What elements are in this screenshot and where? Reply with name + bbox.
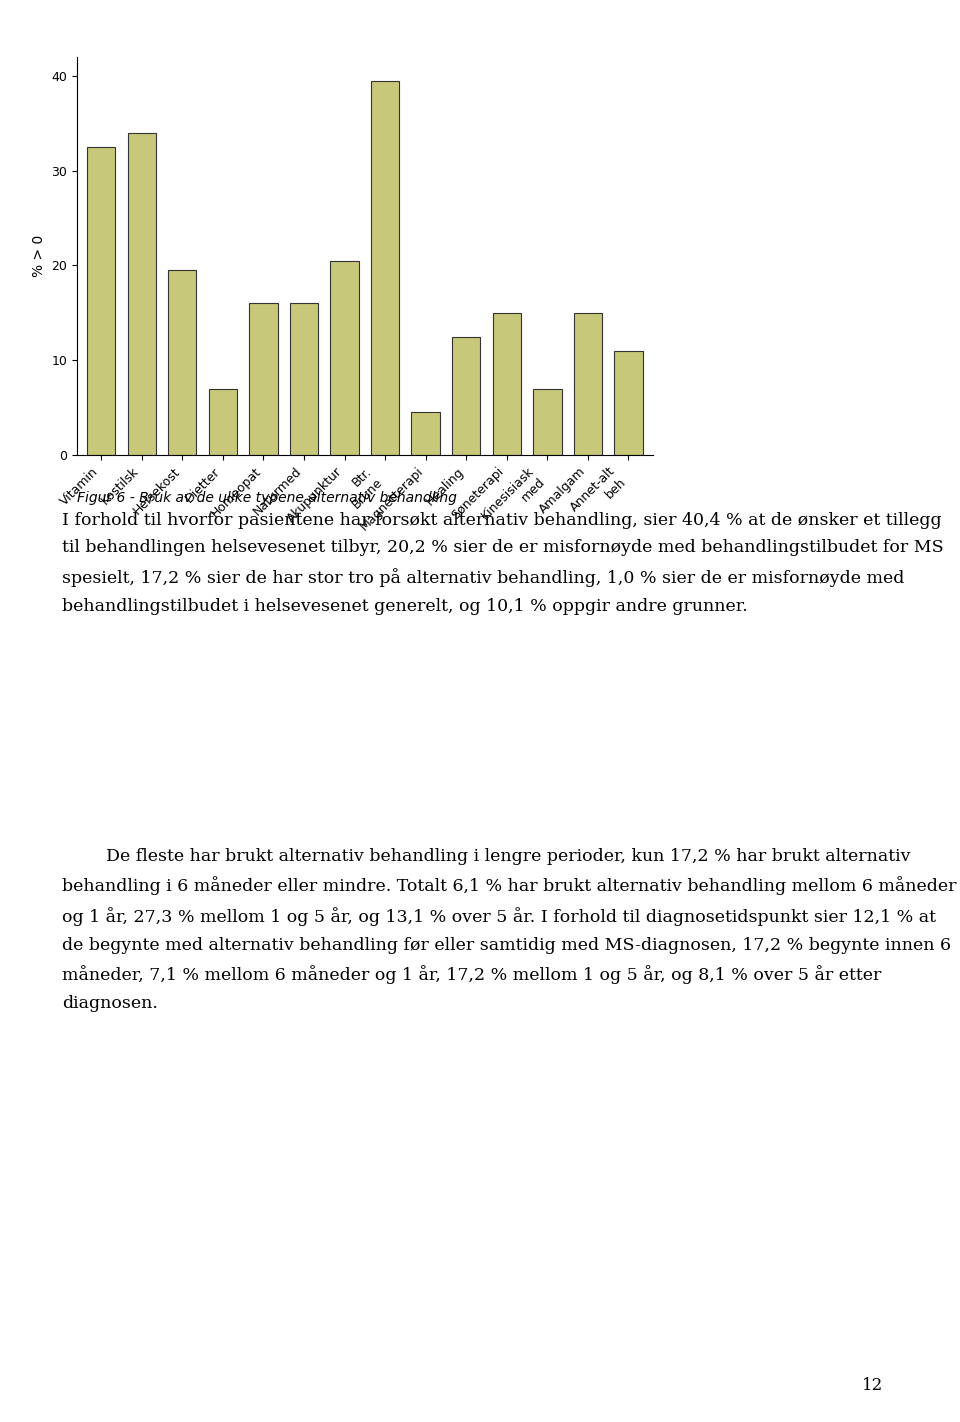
Text: Figur 6 - Bruk av de ulike typene alternativ behandling: Figur 6 - Bruk av de ulike typene altern… [77, 491, 457, 505]
Text: I forhold til hvorfor pasientene har forsøkt alternativ behandling, sier 40,4 % : I forhold til hvorfor pasientene har for… [62, 512, 944, 614]
Bar [574, 313, 602, 455]
Bar [87, 146, 115, 455]
Bar [412, 412, 440, 455]
Bar [250, 303, 277, 455]
Bar [330, 260, 359, 455]
Y-axis label: % > 0: % > 0 [32, 235, 46, 277]
Bar [614, 351, 642, 455]
Bar [128, 132, 156, 455]
Bar [168, 270, 197, 455]
Bar [533, 388, 562, 455]
Bar [492, 313, 521, 455]
Bar [290, 303, 318, 455]
Text: De fleste har brukt alternativ behandling i lengre perioder, kun 17,2 % har bruk: De fleste har brukt alternativ behandlin… [62, 848, 957, 1012]
Bar [452, 337, 480, 455]
Bar [208, 388, 237, 455]
Text: 12: 12 [862, 1376, 883, 1394]
Bar [371, 81, 399, 455]
